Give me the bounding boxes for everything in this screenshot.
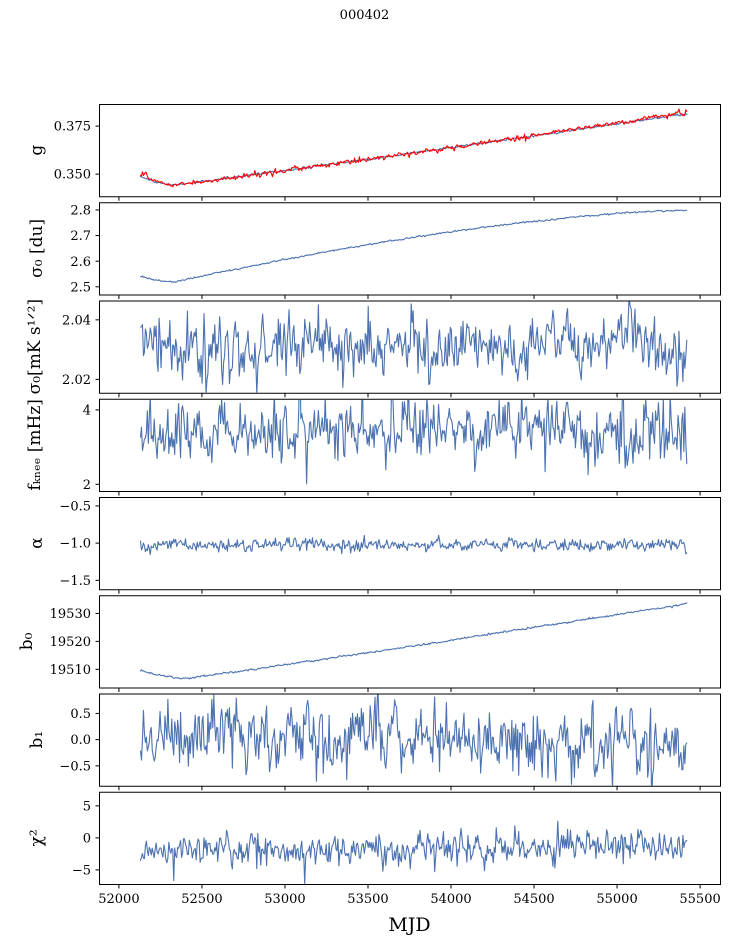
y-axis-label: fₖₙₑₑ [mHz] — [25, 399, 45, 491]
y-axis-label: b₀ — [17, 632, 37, 650]
panel-alpha: −0.5 −1.0 −1.5 α — [27, 497, 721, 594]
y-tick-label: 2.5 — [70, 280, 91, 295]
y-axis-label: g — [27, 145, 47, 156]
y-tick-label: 19520 — [50, 635, 91, 650]
axes-frame — [99, 398, 721, 492]
panel-sigma0-mk: 2.02 2.04 σ₀[mK s¹ᐟ²] — [25, 299, 721, 398]
x-tick-label: 54000 — [430, 892, 471, 907]
y-axis-label: χ² — [27, 829, 47, 846]
y-tick-label: 0.5 — [70, 707, 91, 722]
x-tick-label: 53000 — [264, 892, 305, 907]
data-series-alpha — [139, 534, 688, 556]
x-tick-label: 55500 — [679, 892, 720, 907]
y-tick-label: 2.04 — [62, 313, 91, 328]
y-tick-label: 0.375 — [54, 120, 91, 135]
y-tick-label: 2.6 — [70, 255, 91, 270]
data-series-fknee — [139, 399, 688, 485]
axes-frame — [99, 791, 721, 885]
y-tick-label: 0 — [83, 831, 91, 846]
x-tick-label: 52000 — [98, 892, 139, 907]
panel-chi2: −5 0 5 52000 52500 53000 53500 54000 54500 55000 5… — [27, 791, 721, 907]
y-tick-label: 19530 — [50, 607, 91, 622]
y-axis-label: α — [27, 537, 47, 549]
y-tick-label: 19510 — [50, 663, 91, 678]
data-series-b0 — [139, 602, 688, 680]
panel-b0: 19510 19520 19530 b₀ — [17, 595, 721, 692]
x-tick-label: 53500 — [347, 892, 388, 907]
y-tick-label: 2.02 — [62, 373, 91, 388]
data-series-sigma0-du — [139, 209, 688, 283]
y-tick-label: −0.5 — [59, 759, 91, 774]
x-tick-label: 52500 — [181, 892, 222, 907]
axes-frame — [99, 104, 721, 198]
y-tick-label: 0.0 — [70, 733, 91, 748]
x-tick-label: 55000 — [596, 892, 637, 907]
x-axis-label: MJD — [388, 914, 430, 936]
y-tick-label: −1.0 — [59, 537, 91, 552]
figure-title: 000402 — [339, 8, 390, 23]
data-series-sigma0-mk — [139, 301, 688, 393]
data-series-chi2 — [139, 820, 688, 884]
y-axis-label: b₁ — [27, 731, 47, 749]
panel-b1: −0.5 0.0 0.5 b₁ — [27, 693, 721, 791]
y-tick-label: 2.7 — [70, 229, 91, 244]
y-tick-label: −5 — [72, 864, 91, 879]
y-tick-label: 0.350 — [54, 168, 91, 183]
data-series-g-raw — [139, 108, 688, 188]
panel-fknee: 2 4 fₖₙₑₑ [mHz] — [25, 398, 721, 496]
axes-frame — [99, 202, 721, 296]
panel-g: 0.350 0.375 g — [27, 104, 721, 201]
y-axis-label: σ₀ [du] — [27, 219, 47, 278]
panel-sigma0-du: 2.5 2.6 2.7 2.8 σ₀ [du] — [27, 202, 721, 299]
y-tick-label: 2.8 — [70, 204, 91, 219]
y-tick-label: 2 — [83, 478, 91, 493]
y-tick-label: 4 — [83, 404, 91, 419]
y-tick-label: −0.5 — [59, 500, 91, 515]
data-series-b1 — [139, 694, 688, 786]
y-axis-label: σ₀[mK s¹ᐟ²] — [25, 299, 45, 394]
x-tick-label: 54500 — [513, 892, 554, 907]
y-tick-label: −1.5 — [59, 574, 91, 589]
y-tick-label: 5 — [83, 799, 91, 814]
axes-frame — [99, 595, 721, 689]
